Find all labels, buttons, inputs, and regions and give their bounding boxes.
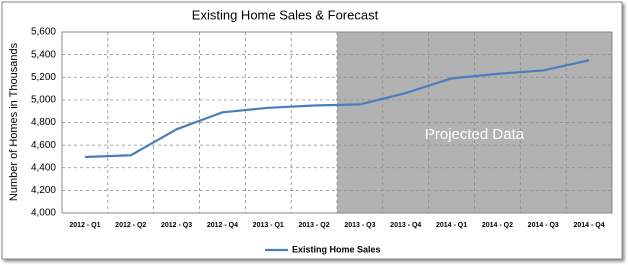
x-tick-label: 2014 - Q1 xyxy=(436,222,467,229)
legend-label: Existing Home Sales xyxy=(292,244,381,254)
x-tick-label: 2013 - Q3 xyxy=(344,222,375,229)
y-tick-label: 4,000 xyxy=(31,208,56,219)
series-line xyxy=(84,59,590,159)
y-tick-label: 5,400 xyxy=(31,49,56,60)
y-tick-label: 5,200 xyxy=(31,72,56,83)
x-tick-label: 2012 - Q1 xyxy=(69,222,100,229)
plot-area: Projected Data4,0004,2004,4004,6004,8005… xyxy=(31,27,613,229)
y-tick-label: 4,600 xyxy=(31,140,56,151)
y-tick-label: 4,200 xyxy=(31,185,56,196)
x-tick-label: 2013 - Q2 xyxy=(299,222,330,229)
x-tick-label: 2012 - Q3 xyxy=(161,222,192,229)
x-tick-label: 2013 - Q1 xyxy=(253,222,284,229)
plot-border xyxy=(61,31,613,214)
y-axis-label: Number of Homes in Thousands xyxy=(8,42,20,201)
chart-title: Existing Home Sales & Forecast xyxy=(192,7,379,22)
y-tick-label: 4,800 xyxy=(31,117,56,128)
y-tick-label: 4,400 xyxy=(31,162,56,173)
x-tick-label: 2014 - Q2 xyxy=(482,222,513,229)
x-tick-label: 2012 - Q4 xyxy=(207,222,238,229)
x-tick-label: 2014 - Q4 xyxy=(574,222,605,229)
x-tick-label: 2012 - Q2 xyxy=(115,222,146,229)
x-tick-label: 2014 - Q3 xyxy=(528,222,559,229)
y-tick-label: 5,600 xyxy=(31,27,56,38)
x-tick-label: 2013 - Q4 xyxy=(390,222,421,229)
y-tick-label: 5,000 xyxy=(31,95,56,106)
